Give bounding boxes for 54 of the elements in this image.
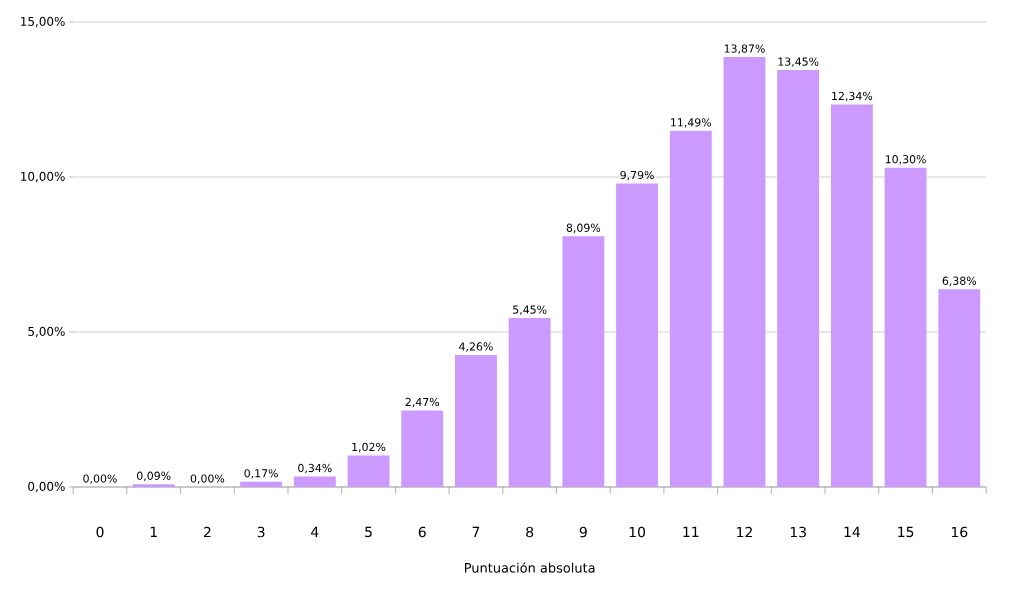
- x-tick-label: 4: [311, 526, 319, 537]
- bar: [347, 455, 390, 487]
- bar: [616, 183, 659, 487]
- data-label: 5,45%: [513, 305, 547, 315]
- x-tick-label: 16: [951, 526, 968, 538]
- x-tick-label: 1: [150, 526, 157, 537]
- x-axis-title: Puntuación absoluta: [465, 562, 595, 573]
- x-tick-label: 11: [683, 526, 699, 537]
- bar: [723, 57, 766, 487]
- data-label: 2,47%: [405, 397, 440, 408]
- bar: [508, 318, 551, 487]
- x-tick-label: 14: [844, 526, 860, 537]
- bar: [240, 481, 283, 487]
- x-tick-label: 13: [790, 526, 806, 538]
- y-tick-label: 0,00%: [28, 481, 65, 493]
- y-tick-label: 15,00%: [21, 16, 65, 28]
- x-tick-label: 5: [365, 526, 372, 538]
- bar: [938, 289, 981, 487]
- x-tick-label: 10: [629, 526, 646, 538]
- data-label: 13,45%: [778, 57, 819, 67]
- x-tick-label: 15: [898, 526, 914, 538]
- bar: [455, 354, 497, 487]
- data-label: 0,17%: [244, 469, 278, 479]
- data-label: 1,02%: [352, 442, 386, 453]
- x-tick-label: 2: [203, 526, 211, 538]
- data-label: 0,00%: [190, 474, 225, 484]
- data-label: 12,34%: [832, 91, 873, 102]
- bar: [884, 167, 927, 487]
- bar: [401, 410, 444, 487]
- bar: [777, 70, 820, 487]
- data-label: 10,30%: [885, 155, 926, 165]
- y-tick-label: 5,00%: [28, 326, 65, 338]
- data-label: 9,79%: [620, 170, 654, 181]
- data-label: 0,34%: [298, 463, 332, 474]
- x-tick-label: 9: [579, 526, 587, 538]
- bar: [562, 236, 605, 487]
- x-tick-label: 3: [257, 526, 265, 538]
- y-tick-label: 10,00%: [21, 171, 65, 183]
- x-tick-label: 8: [526, 526, 534, 538]
- data-label: 13,87%: [724, 44, 765, 54]
- bar: [132, 484, 175, 487]
- data-label: 11,49%: [671, 118, 712, 128]
- x-tick-label: 7: [472, 526, 480, 537]
- x-tick-label: 12: [737, 526, 752, 538]
- bar: [293, 476, 336, 487]
- data-label: 4,26%: [459, 342, 493, 352]
- data-label: 0,00%: [83, 474, 117, 484]
- x-tick-label: 6: [418, 526, 426, 538]
- bar: [830, 104, 873, 487]
- bar: [669, 130, 712, 487]
- data-label: 8,09%: [566, 223, 601, 233]
- data-label: 6,38%: [942, 276, 977, 287]
- data-label: 0,09%: [137, 471, 171, 481]
- x-tick-label: 0: [96, 526, 104, 538]
